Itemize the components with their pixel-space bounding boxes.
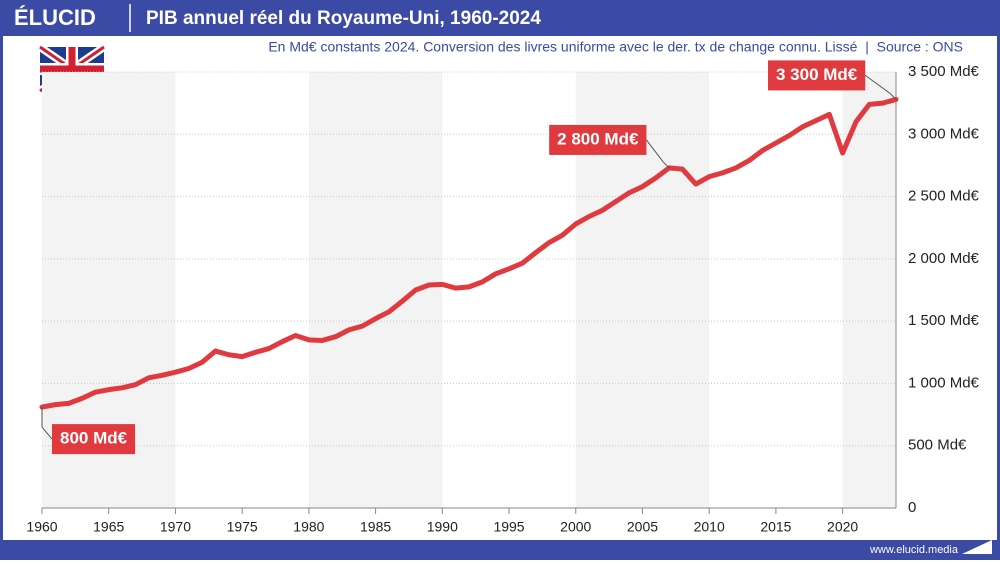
x-tick-label: 1995: [493, 519, 524, 535]
annotation-text: 2 800 Md€: [557, 129, 639, 148]
y-tick-label: 1 500 Md€: [908, 312, 980, 329]
brand: ÉLUCID: [14, 5, 96, 30]
line-series: [39, 96, 899, 410]
chart-title: PIB annuel réel du Royaume-Uni, 1960-202…: [146, 8, 541, 29]
annotation-leader: [41, 407, 53, 440]
band: [842, 72, 896, 508]
x-tick-label: 2010: [694, 519, 725, 535]
x-tick-label: 1980: [293, 519, 324, 535]
x-tick-label: 1985: [360, 519, 391, 535]
x-tick-label: 2020: [827, 519, 858, 535]
annotation-leader: [646, 139, 670, 169]
x-tick-label: 2015: [760, 519, 791, 535]
x-tick-label: 1970: [160, 519, 191, 535]
annotation-box: [52, 424, 136, 455]
x-tick-label: 2005: [627, 519, 658, 535]
chart-subtitle: En Md€ constants 2024. Conversion des li…: [268, 39, 963, 55]
x-tick-label: 2000: [560, 519, 591, 535]
x-tick-label: 1960: [26, 519, 57, 535]
footer: www.elucid.media: [869, 544, 959, 556]
y-tick-label: 3 000 Md€: [908, 125, 980, 142]
annotation-text: 3 300 Md€: [776, 65, 858, 84]
y-tick-label: 2 500 Md€: [908, 188, 980, 205]
annotation-box: [549, 124, 647, 155]
footer-logo: [962, 540, 992, 554]
annotation-leader: [864, 75, 897, 100]
annotation-box: [768, 60, 866, 91]
y-tick-label: 500 Md€: [908, 437, 967, 454]
y-tick-label: 2 000 Md€: [908, 250, 980, 267]
x-tick-label: 1965: [93, 519, 124, 535]
x-tick-label: 1990: [427, 519, 458, 535]
y-tick-label: 1 000 Md€: [908, 374, 980, 391]
y-tick-label: 3 500 Md€: [908, 63, 980, 80]
annotation-text: 800 Md€: [60, 429, 128, 448]
x-tick-label: 1975: [227, 519, 258, 535]
y-tick-label: 0: [908, 499, 916, 516]
